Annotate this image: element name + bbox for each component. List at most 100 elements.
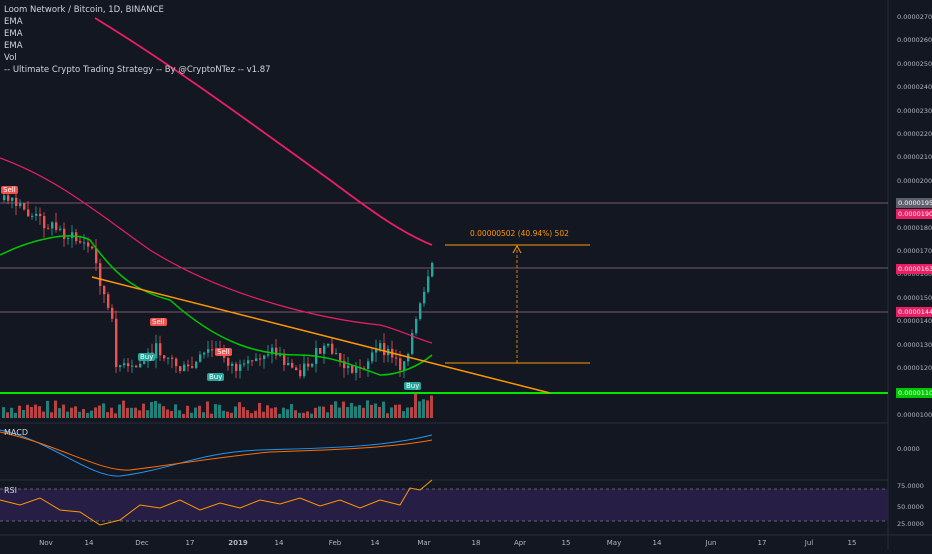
volume-bar [410,407,413,418]
descending-trendline [91,276,551,394]
candle-body [139,363,142,368]
indicator-strategy[interactable]: -- Ultimate Crypto Trading Strategy -- B… [4,65,271,75]
volume-bar [130,407,133,418]
candle-body [319,348,322,354]
candle-body [207,349,210,353]
volume-bar [90,410,93,418]
candle-body [419,303,422,320]
volume-bar [342,401,345,418]
volume-bar [266,405,269,418]
volume-bar [26,404,29,418]
candle-body [47,228,50,230]
candle-body [323,345,326,354]
indicator-ema-2[interactable]: EMA [4,29,23,39]
time-axis-label: 15 [847,539,857,547]
symbol-title[interactable]: Loom Network / Bitcoin, 1D, BINANCE [4,5,164,15]
volume-bar [222,410,225,418]
volume-bar [138,410,141,418]
candle-body [175,358,178,367]
volume-bar [246,410,249,418]
measure-label: 0.00000502 (40.94%) 502 [470,229,569,238]
candle-body [187,364,190,367]
candle-body [23,203,26,210]
candle-body [79,241,82,243]
candle-body [35,213,38,216]
candle-body [247,360,250,364]
candle-body [431,262,434,277]
volume-bar [378,406,381,418]
indicator-ema-1[interactable]: EMA [4,17,23,27]
volume-bar [370,404,373,418]
candle-body [339,353,342,361]
candle-body [143,361,146,364]
candle-body [87,242,90,247]
indicator-vol[interactable]: Vol [4,53,17,63]
candle-body [63,228,66,239]
candle-body [71,232,74,239]
time-axis-label: 14 [370,539,380,547]
volume-bar [98,405,101,418]
candle-body [111,307,114,319]
volume-bar [6,412,9,418]
buy-signal-marker: Buy [138,353,156,361]
volume-bar [30,407,33,418]
buy-signal-marker: Buy [404,382,422,390]
time-axis-label: Jun [705,539,717,547]
candle-body [299,370,302,377]
ema-short-line [0,235,433,376]
volume-bar [282,407,285,418]
candle-body [411,333,414,354]
volume-bar [234,406,237,418]
volume-bar [142,403,145,418]
indicator-ema-3[interactable]: EMA [4,41,23,51]
time-axis-label: Jul [804,539,814,547]
volume-bar [258,402,261,418]
volume-bar [306,411,309,418]
volume-bar [362,407,365,418]
volume-bar [238,402,241,418]
candle-body [127,363,130,367]
volume-bar [302,412,305,418]
volume-bar [230,412,233,418]
candle-body [331,343,334,354]
volume-bar [162,406,165,418]
measure-arrow-head [512,244,522,254]
volume-bar [338,407,341,418]
candle-body [311,363,314,367]
volume-bar [374,403,377,418]
time-axis-label: May [606,539,622,547]
rsi-pane-label[interactable]: RSI [4,486,17,495]
volume-bar [398,404,401,418]
volume-bar [58,408,61,418]
candle-body [291,362,294,368]
candle-body [107,294,110,308]
candle-body [279,354,282,356]
volume-bar [294,410,297,418]
volume-bar [34,404,37,418]
time-axis-label: 14 [652,539,662,547]
candle-body [43,216,46,229]
volume-bar [346,407,349,418]
volume-bar [78,411,81,418]
volume-bar [134,407,137,418]
candle-body [51,222,54,229]
volume-bar [10,407,13,418]
candle-body [119,365,122,368]
volume-bar [158,403,161,418]
candle-body [195,361,198,368]
candle-body [303,363,306,377]
candle-body [55,222,58,230]
candle-body [243,363,246,365]
volume-bar [334,401,337,418]
volume-bar [414,393,417,418]
volume-bar [254,410,257,418]
macd-pane-label[interactable]: MACD [4,428,28,437]
candle-body [235,363,238,371]
price-tag: 0.00001907 [896,209,932,219]
